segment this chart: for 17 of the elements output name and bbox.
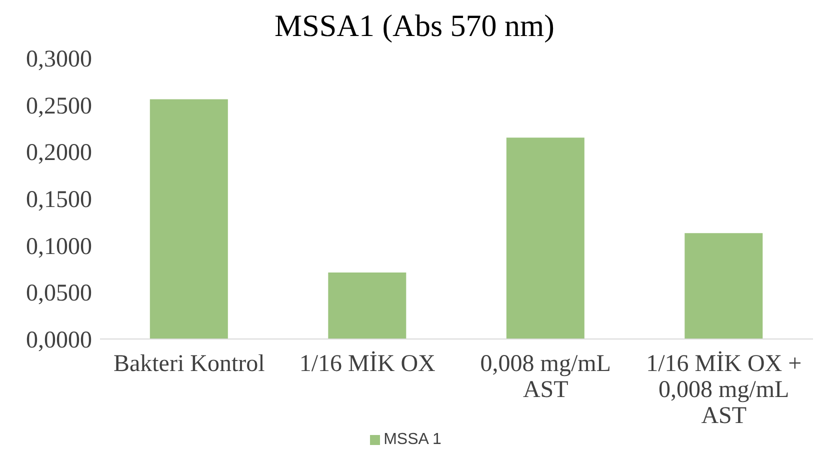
bar — [150, 99, 228, 339]
x-tick-label: 0,008 mg/mL AST — [480, 351, 611, 403]
chart-title: MSSA1 (Abs 570 nm) — [274, 8, 556, 44]
bar — [506, 138, 584, 339]
bar — [328, 272, 406, 339]
y-tick-label: 0,3000 — [26, 46, 92, 73]
y-tick-label: 0,2000 — [26, 140, 92, 166]
y-tick-label: 0,1000 — [26, 234, 92, 260]
legend-label: MSSA 1 — [384, 431, 442, 448]
y-tick-label: 0,0500 — [26, 280, 92, 307]
x-tick-label: 1/16 MİK OX — [299, 351, 436, 377]
bar — [684, 233, 763, 339]
y-tick-label: 0,2500 — [26, 93, 92, 120]
x-tick-label: 1/16 MİK OX + 0,008 mg/mL AST — [646, 351, 802, 429]
y-tick-label: 0,0000 — [26, 328, 92, 354]
y-tick-label: 0,1500 — [26, 187, 92, 214]
x-tick-label: Bakteri Kontrol — [113, 351, 266, 377]
